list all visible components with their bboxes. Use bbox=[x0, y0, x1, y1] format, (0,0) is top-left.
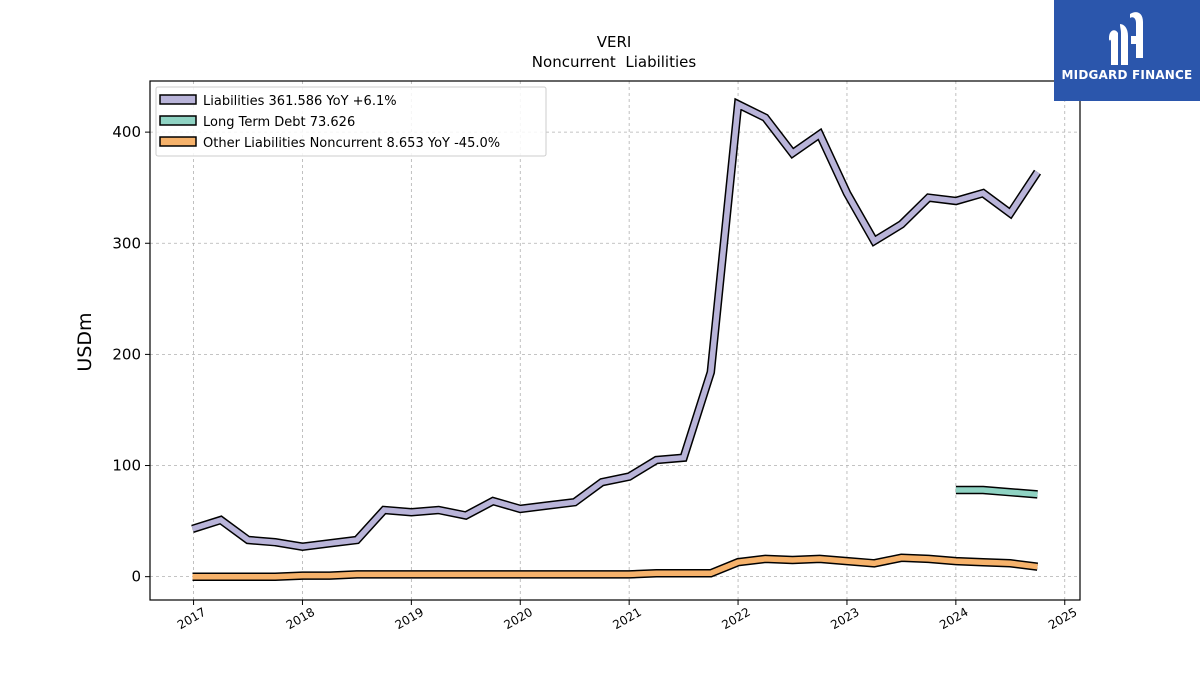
midgard-logo-icon bbox=[1109, 12, 1143, 65]
series-line-liabilities bbox=[191, 100, 1040, 550]
legend-label-liabilities: Liabilities 361.586 YoY +6.1% bbox=[203, 94, 397, 109]
series-line-long-term-debt bbox=[955, 487, 1038, 498]
x-tick-label: 2024 bbox=[937, 605, 970, 632]
y-axis-label: USDm bbox=[74, 312, 96, 371]
grid-lines bbox=[150, 81, 1080, 600]
x-tick-label: 2017 bbox=[175, 605, 208, 632]
x-tick-label: 2025 bbox=[1046, 605, 1079, 632]
series-layer bbox=[191, 97, 1042, 581]
legend-label-other-liabilities-noncurrent: Other Liabilities Noncurrent 8.653 YoY -… bbox=[203, 136, 500, 151]
series-line-other-liabilities-noncurrent bbox=[192, 555, 1038, 580]
chart-subtitle: Noncurrent Liabilities bbox=[532, 53, 697, 71]
y-tick-label: 100 bbox=[112, 457, 141, 475]
y-tick-label: 200 bbox=[112, 345, 141, 363]
chart-title: VERI bbox=[597, 33, 632, 51]
legend-label-long-term-debt: Long Term Debt 73.626 bbox=[203, 115, 355, 130]
plot-frame bbox=[149, 80, 1081, 601]
legend-box bbox=[155, 86, 547, 157]
legend: Liabilities 361.586 YoY +6.1% Long Term D… bbox=[155, 86, 547, 157]
y-tick-label: 0 bbox=[131, 568, 141, 586]
x-tick-label: 2023 bbox=[828, 605, 861, 632]
legend-swatch-other-liabilities-noncurrent bbox=[159, 136, 197, 147]
x-tick-label: 2020 bbox=[502, 605, 535, 632]
legend-swatch-long-term-debt bbox=[159, 115, 197, 126]
brand-logo: MIDGARD FINANCE bbox=[1054, 0, 1200, 101]
x-tick-label: 2021 bbox=[610, 605, 643, 632]
y-tick-label: 300 bbox=[112, 234, 141, 252]
legend-swatch-liabilities bbox=[159, 94, 197, 105]
x-tick-label: 2022 bbox=[719, 605, 752, 632]
brand-name: MIDGARD FINANCE bbox=[1061, 68, 1193, 82]
y-tick-label: 400 bbox=[112, 123, 141, 141]
x-tick-label: 2018 bbox=[284, 605, 317, 632]
x-tick-label: 2019 bbox=[393, 605, 426, 632]
